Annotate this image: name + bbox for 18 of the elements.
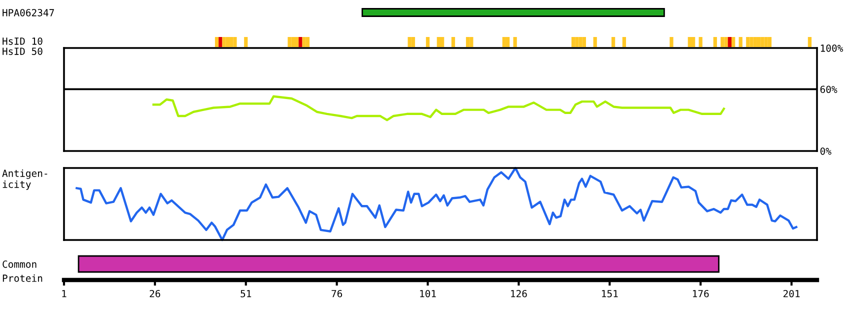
y-tick-label: 60% bbox=[820, 86, 838, 94]
y-tick-label: 100% bbox=[820, 44, 844, 52]
x-tick-label: 101 bbox=[420, 290, 436, 298]
x-tick-label: 1 bbox=[62, 290, 66, 298]
x-axis-title: Protein bbox=[2, 274, 42, 282]
y-tick-label: 0% bbox=[820, 148, 832, 155]
x-tick-label: 126 bbox=[511, 290, 527, 298]
y-axis-title: HsID 10 bbox=[2, 37, 42, 45]
x-tick-label: 201 bbox=[783, 290, 800, 298]
x-tick-label: 151 bbox=[602, 290, 618, 298]
y-axis-title: HsID 50 bbox=[2, 48, 42, 55]
y-axis-title: Antigen- icity bbox=[2, 169, 48, 190]
y-tick-label: Common bbox=[2, 260, 36, 268]
x-tick-label: 26 bbox=[150, 290, 160, 298]
x-tick-label: 176 bbox=[692, 290, 709, 298]
y-tick-label: HPA062347 bbox=[2, 9, 54, 16]
x-tick-label: 76 bbox=[332, 290, 342, 298]
x-tick-label: 51 bbox=[240, 290, 252, 298]
